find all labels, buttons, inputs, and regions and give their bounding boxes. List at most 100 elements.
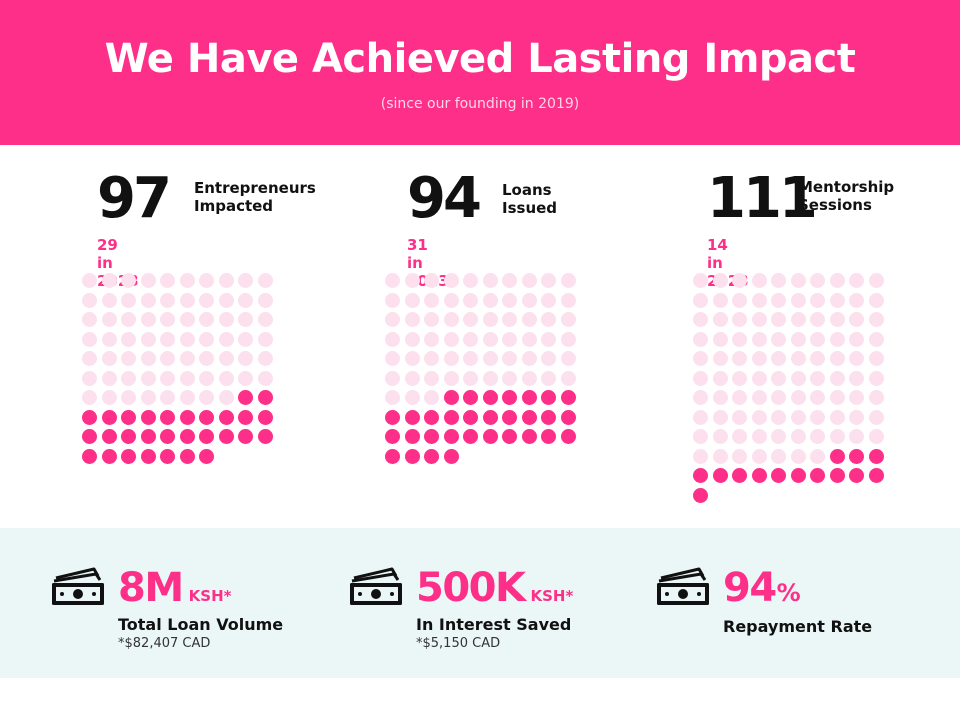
dot-earlier <box>810 429 825 444</box>
dot-earlier <box>238 273 253 288</box>
dot-earlier <box>404 390 420 405</box>
dot-earlier <box>443 370 459 386</box>
dot-earlier <box>541 312 556 327</box>
dot-earlier <box>424 351 439 366</box>
dot-recent <box>482 390 498 405</box>
dot-earlier <box>771 390 786 405</box>
stat-label: Mentorship Sessions <box>798 178 895 214</box>
dot-recent <box>257 409 273 425</box>
dot-earlier <box>101 312 117 327</box>
dot-recent <box>482 429 498 444</box>
dot-earlier <box>810 351 825 366</box>
dot-earlier <box>849 331 864 347</box>
dot-earlier <box>541 370 556 386</box>
dot-recent <box>404 409 420 425</box>
dot-earlier <box>121 312 136 327</box>
dot-earlier <box>82 331 97 347</box>
stat-value: 94 <box>407 166 482 231</box>
dot-earlier <box>693 429 708 444</box>
metric-value: 500K KSH* <box>416 565 574 611</box>
dot-earlier <box>849 409 864 425</box>
dot-earlier <box>385 273 400 288</box>
dot-earlier <box>121 331 136 347</box>
dot-earlier <box>560 351 576 366</box>
dot-earlier <box>790 409 806 425</box>
dot-earlier <box>693 292 708 308</box>
dot-recent <box>257 429 273 444</box>
dot-earlier <box>810 292 825 308</box>
dot-earlier <box>560 292 576 308</box>
metric-value: 8M KSH* <box>118 565 232 611</box>
dot-earlier <box>404 370 420 386</box>
dot-earlier <box>82 312 97 327</box>
page-subtitle: (since our founding in 2019) <box>380 96 580 112</box>
dot-earlier <box>712 370 728 386</box>
dot-recent <box>521 429 537 444</box>
dot-recent <box>199 448 214 464</box>
dot-earlier <box>404 273 420 288</box>
dot-recent <box>404 448 420 464</box>
dot-recent <box>140 448 156 464</box>
dot-earlier <box>521 370 537 386</box>
dot-recent <box>101 409 117 425</box>
dot-earlier <box>257 331 273 347</box>
dot-recent <box>868 448 884 464</box>
dot-earlier <box>560 273 576 288</box>
dot-recent <box>385 409 400 425</box>
dot-earlier <box>140 351 156 366</box>
dot-recent <box>482 409 498 425</box>
dot-earlier <box>771 429 786 444</box>
dot-earlier <box>693 312 708 327</box>
dot-earlier <box>199 351 214 366</box>
dot-earlier <box>82 292 97 308</box>
dot-earlier <box>541 331 556 347</box>
stat-value: 97 <box>97 166 172 231</box>
dot-earlier <box>257 370 273 386</box>
header-banner: We Have Achieved Lasting Impact (since o… <box>0 0 960 145</box>
dot-earlier <box>179 312 195 327</box>
dot-recent <box>849 468 864 483</box>
dot-recent <box>121 409 136 425</box>
dot-recent <box>140 409 156 425</box>
dot-earlier <box>751 429 767 444</box>
dot-earlier <box>385 370 400 386</box>
dot-earlier <box>385 390 400 405</box>
dot-earlier <box>751 312 767 327</box>
dot-earlier <box>218 370 234 386</box>
dot-earlier <box>482 351 498 366</box>
dot-earlier <box>160 370 175 386</box>
dot-earlier <box>751 351 767 366</box>
dot-recent <box>82 429 97 444</box>
dot-recent <box>385 429 400 444</box>
dot-recent <box>829 468 845 483</box>
stat-value: 111 <box>707 166 818 231</box>
dot-earlier <box>751 409 767 425</box>
dot-earlier <box>385 351 400 366</box>
dot-earlier <box>257 312 273 327</box>
dot-earlier <box>160 292 175 308</box>
dot-earlier <box>810 409 825 425</box>
dot-recent <box>82 448 97 464</box>
dot-earlier <box>101 292 117 308</box>
dot-recent <box>732 468 747 483</box>
dot-earlier <box>463 292 478 308</box>
dot-earlier <box>790 273 806 288</box>
dot-earlier <box>502 312 517 327</box>
metric-value: 94% <box>723 565 801 611</box>
dot-recent <box>218 409 234 425</box>
dot-earlier <box>810 448 825 464</box>
dot-recent <box>771 468 786 483</box>
dot-earlier <box>712 312 728 327</box>
dot-earlier <box>712 409 728 425</box>
dot-earlier <box>790 331 806 347</box>
dot-earlier <box>82 390 97 405</box>
cash-icon <box>350 567 402 605</box>
dot-earlier <box>868 370 884 386</box>
dot-earlier <box>560 331 576 347</box>
dot-recent <box>810 468 825 483</box>
dot-recent <box>693 468 708 483</box>
dot-earlier <box>199 292 214 308</box>
stat-label: Loans Issued <box>502 181 558 217</box>
dot-earlier <box>771 448 786 464</box>
dot-earlier <box>751 370 767 386</box>
